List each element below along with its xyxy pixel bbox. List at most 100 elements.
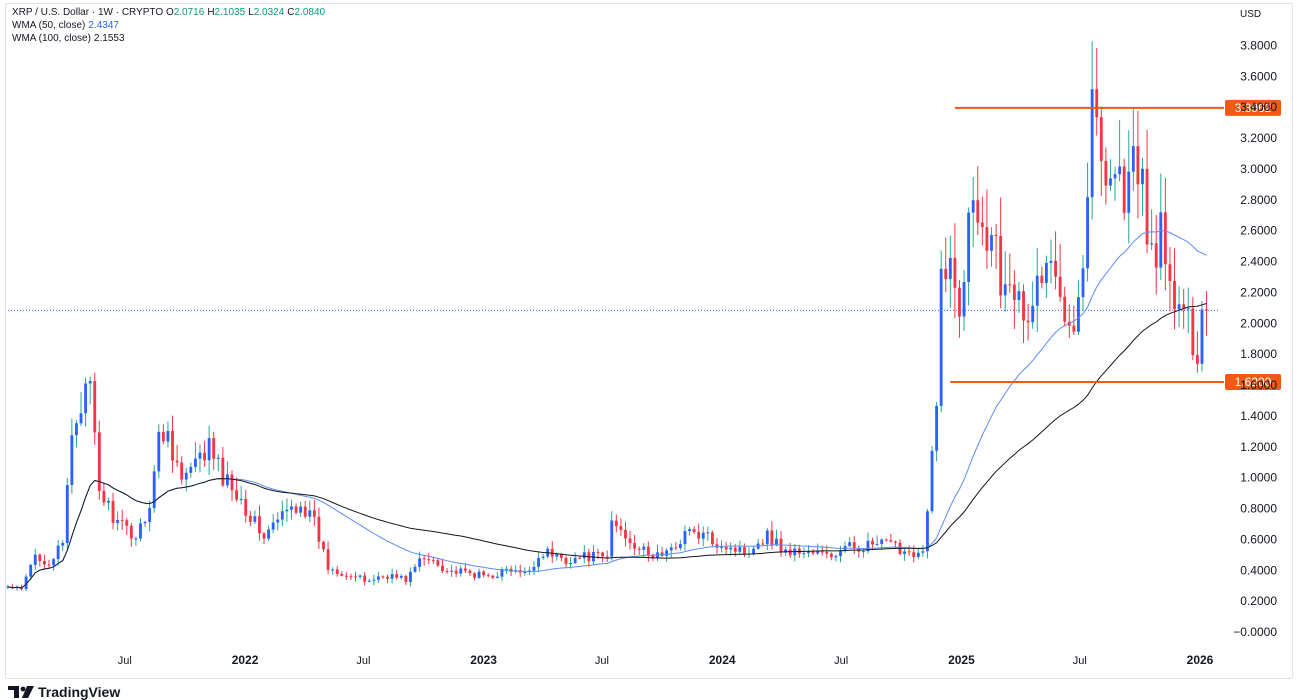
candle-body — [953, 257, 957, 288]
candle — [450, 564, 454, 577]
candle — [454, 566, 458, 578]
candle — [120, 509, 124, 530]
brand-logo[interactable]: TradingView — [8, 684, 120, 700]
candle — [84, 377, 88, 427]
candle — [276, 512, 280, 531]
candle-body — [1063, 296, 1067, 322]
candle — [656, 544, 659, 561]
candle-body — [395, 574, 399, 578]
price-axis[interactable]: 3.8000 3.6000 3.4000 3.2000 3.0000 2.8000 2.60… — [1233, 39, 1277, 640]
candle — [125, 517, 129, 535]
candle-body — [207, 438, 211, 461]
candle-body — [921, 551, 925, 553]
candle-body — [1077, 297, 1080, 332]
price-level[interactable]: 3.3962 — [954, 99, 1281, 116]
candle — [139, 518, 142, 542]
tradingview-logo-icon — [8, 686, 34, 698]
candle — [976, 166, 980, 236]
wma50-row[interactable]: WMA (50, close) 2.4347 — [12, 19, 328, 32]
candle — [569, 557, 572, 569]
candle — [779, 531, 783, 557]
candle-body — [1200, 309, 1204, 364]
candle-body — [683, 531, 687, 545]
y-tick-label: 2.8000 — [1240, 193, 1277, 207]
x-tick-label: Jul — [834, 655, 848, 667]
symbol-title[interactable]: XRP / U.S. Dollar · 1W · CRYPTO — [12, 7, 164, 18]
candle — [834, 554, 838, 562]
candle — [212, 431, 216, 470]
candle-body — [807, 551, 810, 554]
candle-body — [875, 543, 879, 545]
candle-body — [1191, 308, 1195, 356]
y-tick-label: 2.0000 — [1240, 316, 1277, 330]
candle-body — [980, 222, 984, 228]
candle-body — [482, 571, 486, 576]
candle-body — [312, 510, 316, 517]
candle-body — [431, 560, 435, 562]
candle-body — [907, 551, 911, 553]
candle — [866, 532, 870, 554]
candle-body — [1086, 197, 1089, 269]
candle-body — [134, 538, 138, 540]
candle-body — [450, 570, 454, 572]
candle — [193, 441, 197, 472]
candle-body — [52, 559, 55, 566]
x-tick-label: 2026 — [1187, 653, 1214, 667]
candle — [427, 552, 431, 565]
candle — [436, 558, 440, 568]
candle — [1109, 159, 1112, 191]
candle — [761, 539, 765, 546]
candle-body — [335, 569, 339, 574]
candle-body — [720, 546, 723, 548]
candle — [967, 207, 971, 306]
candle-body — [97, 432, 101, 491]
candle-body — [248, 515, 252, 522]
price-level[interactable]: 1.6200 — [950, 373, 1281, 390]
candle — [326, 541, 330, 575]
candle-body — [985, 227, 989, 251]
candle-body — [491, 575, 495, 578]
candle-body — [239, 498, 243, 500]
candle-body — [1104, 160, 1108, 186]
candle — [1191, 296, 1195, 361]
wma100-row[interactable]: WMA (100, close) 2.1553 — [12, 32, 328, 45]
candle — [875, 535, 879, 546]
candle-body — [962, 282, 966, 317]
candle-body — [1058, 276, 1062, 297]
y-tick-label: 3.6000 — [1240, 69, 1277, 83]
currency-label[interactable]: USD — [1240, 9, 1262, 20]
candle-body — [340, 573, 344, 576]
time-axis[interactable]: Jul 2022 Jul 2023 Jul 2024 Jul 2025 Jul 2026 — [118, 653, 1214, 667]
candle — [1063, 286, 1067, 327]
candle — [660, 546, 664, 557]
candle — [93, 372, 97, 445]
candle — [756, 538, 760, 550]
candle-body — [495, 576, 499, 578]
candle-body — [6, 586, 10, 588]
x-tick-label: 2025 — [948, 653, 975, 667]
candle-body — [258, 516, 261, 534]
candle-body — [505, 568, 508, 570]
wma50-line — [7, 229, 1207, 589]
candle-body — [1127, 171, 1131, 213]
candle-body — [852, 542, 856, 549]
candle — [161, 424, 165, 445]
candle-body — [614, 520, 618, 527]
candle — [532, 561, 536, 575]
candle — [267, 525, 271, 542]
candle — [52, 557, 55, 571]
level-badge — [1225, 373, 1281, 390]
candle-body — [1118, 166, 1122, 175]
candle — [1200, 301, 1204, 372]
candle — [784, 546, 788, 556]
candle — [38, 553, 42, 567]
candle — [811, 549, 815, 556]
candle — [848, 537, 852, 548]
candle — [1081, 255, 1085, 311]
y-tick-label: 1.8000 — [1240, 347, 1277, 361]
candle-body — [1072, 325, 1076, 332]
candle — [1086, 162, 1089, 282]
candle — [482, 569, 486, 578]
candle — [958, 280, 961, 338]
